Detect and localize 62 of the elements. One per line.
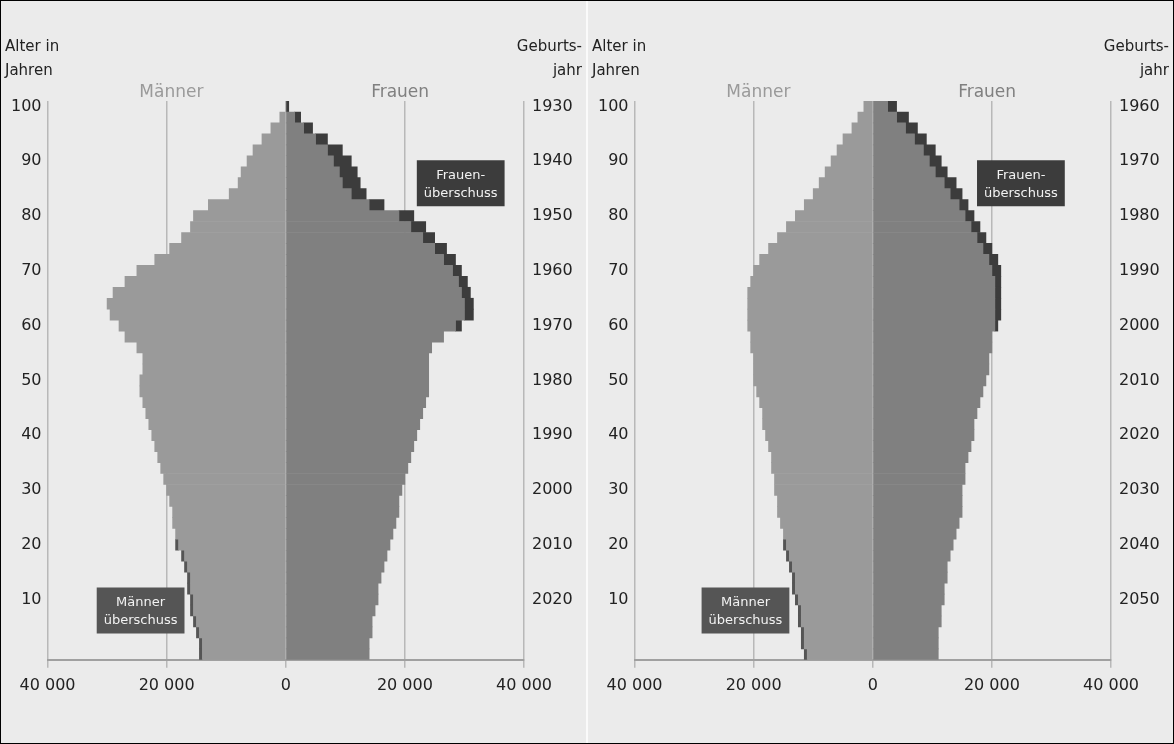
y-tick-label: 100 xyxy=(10,95,42,115)
x-tick-label: 40 000 xyxy=(1083,674,1139,694)
text: Frauen xyxy=(371,81,430,101)
y-tick-label: 10 xyxy=(21,588,42,608)
y2-axis-title: Geburts- jahr xyxy=(516,37,583,79)
y2-tick-label: 2050 xyxy=(1119,588,1160,608)
y-tick-label: 80 xyxy=(608,205,629,225)
y-tick-label: 50 xyxy=(608,369,629,389)
y2-tick-label: 1970 xyxy=(532,314,573,334)
y2-tick-label: 2020 xyxy=(532,588,573,608)
x-tick-label: 20 000 xyxy=(725,674,782,694)
y2-tick-label: 1980 xyxy=(532,369,573,389)
y-tick-label: 100 xyxy=(597,95,629,115)
x-tick-label: 0 xyxy=(280,674,291,694)
y2-tick-label: 1980 xyxy=(1119,205,1160,225)
y-tick-label: 60 xyxy=(21,314,42,334)
y-tick-label: 20 xyxy=(608,533,629,553)
x-tick-label: 40 000 xyxy=(19,674,76,694)
x-tick-label: 40 000 xyxy=(496,674,552,694)
y-tick-label: 90 xyxy=(21,150,42,170)
x-tick-label: 20 000 xyxy=(963,674,1020,694)
y-tick-label: 60 xyxy=(608,314,629,334)
y-tick-label: 10 xyxy=(608,588,629,608)
y2-tick-label: 1960 xyxy=(1119,95,1160,115)
y2-tick-label: 2040 xyxy=(1119,533,1160,553)
series-label: Frauen- überschuss xyxy=(984,167,1059,201)
y-tick-label: 80 xyxy=(21,205,42,225)
y2-tick-label: 2000 xyxy=(1119,314,1160,334)
y2-tick-label: 2030 xyxy=(1119,479,1160,499)
y2-tick-label: 1960 xyxy=(532,259,573,279)
y-axis-title: Alter in Jahren xyxy=(591,37,647,79)
x-tick-label: 40 000 xyxy=(606,674,663,694)
y-tick-label: 30 xyxy=(21,479,42,499)
y2-tick-label: 1950 xyxy=(532,205,573,225)
y2-tick-label: 1970 xyxy=(1119,150,1160,170)
series-label: Frauen- überschuss xyxy=(423,167,498,201)
y-tick-label: 30 xyxy=(608,479,629,499)
y2-tick-label: 2010 xyxy=(1119,369,1160,389)
y-tick-label: 70 xyxy=(608,259,629,279)
y-tick-label: 20 xyxy=(21,533,42,553)
y-tick-label: 90 xyxy=(608,150,629,170)
y2-tick-label: 2010 xyxy=(532,533,573,553)
y-tick-label: 50 xyxy=(21,369,42,389)
text: Männer xyxy=(139,81,204,101)
y2-tick-label: 1930 xyxy=(532,95,573,115)
x-tick-label: 0 xyxy=(867,674,878,694)
y2-tick-label: 1990 xyxy=(532,424,573,444)
series-label: Männer überschuss xyxy=(708,594,783,628)
y2-axis-title: Geburts- jahr xyxy=(1103,37,1170,79)
y2-tick-label: 1940 xyxy=(532,150,573,170)
text: Frauen xyxy=(958,81,1017,101)
y-tick-label: 40 xyxy=(608,424,629,444)
y2-tick-label: 1990 xyxy=(1119,259,1160,279)
y-tick-label: 70 xyxy=(21,259,42,279)
series-label: Männer überschuss xyxy=(103,594,178,628)
x-tick-label: 20 000 xyxy=(376,674,433,694)
y-axis-title: Alter in Jahren xyxy=(4,37,60,79)
x-tick-label: 20 000 xyxy=(138,674,195,694)
y2-tick-label: 2020 xyxy=(1119,424,1160,444)
text: Männer xyxy=(726,81,791,101)
y2-tick-label: 2000 xyxy=(532,479,573,499)
y-tick-label: 40 xyxy=(21,424,42,444)
